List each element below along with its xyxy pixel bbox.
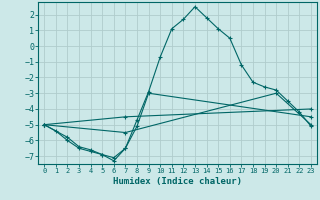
X-axis label: Humidex (Indice chaleur): Humidex (Indice chaleur) [113,177,242,186]
